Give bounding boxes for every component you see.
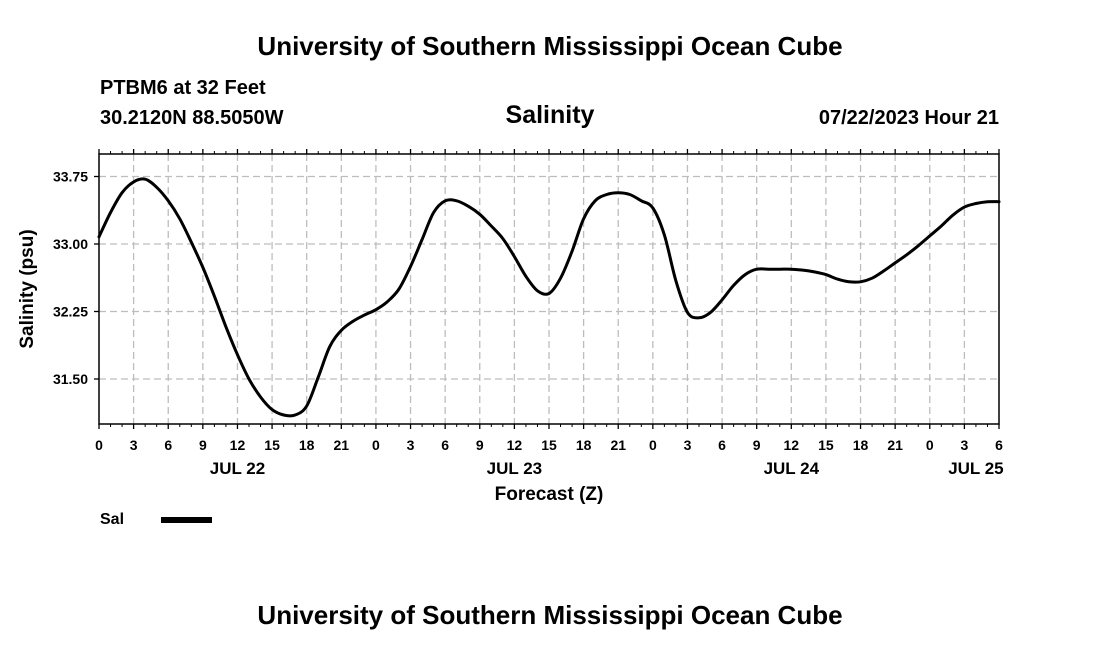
x-axis-title: Forecast (Z) [495,484,604,505]
x-tick-label: 0 [372,437,380,453]
day-label: JUL 24 [764,459,820,478]
x-tick-label: 21 [610,437,626,453]
x-tick-label: 18 [299,437,315,453]
x-tick-label: 12 [507,437,523,453]
x-tick-label: 18 [576,437,592,453]
y-tick-label: 32.25 [53,304,88,320]
x-tick-label: 12 [784,437,800,453]
legend-swatch [161,517,212,523]
y-tick-label: 33.75 [53,169,88,185]
x-tick-label: 0 [649,437,657,453]
legend-label: Sal [100,511,125,528]
forecast-datetime: 07/22/2023 Hour 21 [818,107,999,129]
x-tick-label: 9 [199,437,207,453]
grid-lines [99,154,999,424]
x-tick-label: 15 [264,437,280,453]
variable-title: Salinity [505,101,595,129]
x-tick-label: 15 [818,437,834,453]
coordinates-label: 30.2120N 88.5050W [100,107,284,129]
x-tick-label: 6 [718,437,726,453]
station-label: PTBM6 at 32 Feet [100,77,266,99]
y-axis-title: Salinity (psu) [17,229,38,348]
x-tick-label: 9 [753,437,761,453]
x-tick-label: 6 [441,437,449,453]
y-tick-label: 33.00 [53,236,88,252]
page-title: University of Southern Mississippi Ocean… [257,31,843,61]
plot-frame [98,153,1000,425]
x-tick-label: 12 [230,437,246,453]
day-label: JUL 22 [210,459,265,478]
x-tick-label: 15 [541,437,557,453]
x-tick-label: 3 [130,437,138,453]
axis-ticks [94,149,1000,429]
x-tick-label: 6 [995,437,1003,453]
y-tick-label: 31.50 [53,371,88,387]
day-label: JUL 25 [948,459,1003,478]
salinity-series-line [97,177,1001,418]
x-tick-label: 21 [887,437,903,453]
x-tick-label: 18 [853,437,869,453]
x-tick-label: 3 [960,437,968,453]
x-tick-label: 9 [476,437,484,453]
x-tick-label: 6 [164,437,172,453]
day-label: JUL 23 [487,459,542,478]
x-tick-label: 3 [407,437,415,453]
x-tick-label: 0 [926,437,934,453]
axis-labels: 0 3 6 9 12 15 18 21 0 3 6 9 12 15 18 21 0 3 6 9 12 15 18 21 0 3 6 3… [53,169,1004,479]
x-tick-label: 21 [334,437,350,453]
x-tick-label: 0 [95,437,103,453]
x-tick-label: 3 [684,437,692,453]
footer-title: University of Southern Mississippi Ocean… [257,600,843,630]
